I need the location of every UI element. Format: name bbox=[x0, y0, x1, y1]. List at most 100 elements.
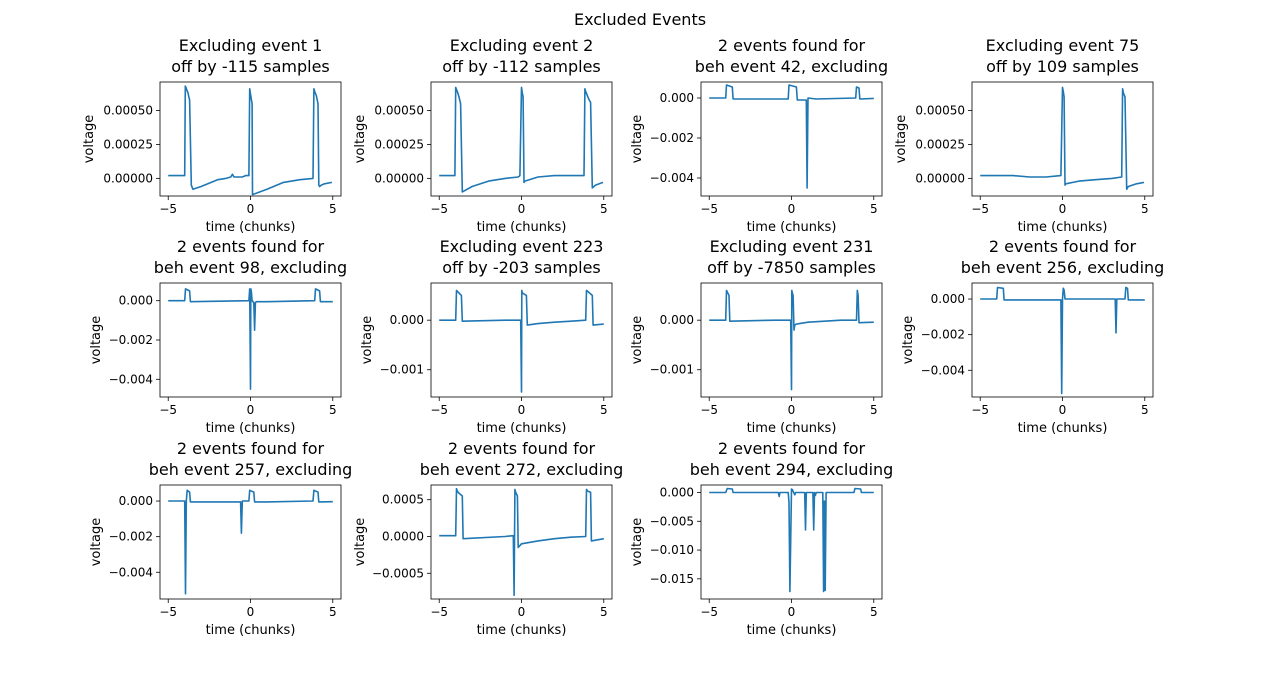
x-tick-label: −5 bbox=[159, 403, 177, 417]
y-tick-label: 0.00000 bbox=[103, 171, 153, 185]
data-line bbox=[439, 487, 604, 597]
y-axis-label: voltage bbox=[630, 316, 645, 365]
x-tick-label: 5 bbox=[600, 403, 608, 417]
y-tick-label: 0.000 bbox=[660, 91, 694, 105]
subplot-title-line: Excluding event 231 bbox=[710, 237, 874, 256]
subplot-title-line: 2 events found for bbox=[718, 36, 866, 55]
x-tick-label: −5 bbox=[700, 605, 718, 619]
subplot-title-line: beh event 257, excluding bbox=[149, 460, 353, 479]
x-tick-label: 0 bbox=[518, 605, 526, 619]
x-tick-label: 5 bbox=[1141, 202, 1149, 216]
y-axis-label: voltage bbox=[89, 518, 104, 567]
subplot-title-line: 2 events found for bbox=[718, 439, 866, 458]
x-tick-label: 5 bbox=[600, 202, 608, 216]
y-tick-label: −0.0005 bbox=[372, 566, 424, 580]
y-tick-label: 0.00050 bbox=[915, 104, 965, 118]
subplot-9: −5 0 5 −0.004 −0.002 0.000 time (chunks) voltag… bbox=[89, 439, 352, 638]
subplot-title-line: off by 109 samples bbox=[986, 57, 1139, 76]
y-tick-label: −0.001 bbox=[380, 363, 424, 377]
data-line bbox=[980, 286, 1145, 395]
data-line bbox=[439, 289, 604, 393]
y-axis-label: voltage bbox=[353, 115, 368, 164]
data-line bbox=[709, 289, 874, 391]
subplot-2: −5 0 5 0.00000 0.00025 0.00050 time (chunks) vo… bbox=[353, 36, 613, 235]
data-line bbox=[168, 489, 333, 595]
subplot-title-line: beh event 272, excluding bbox=[420, 460, 624, 479]
subplot-11: −5 0 5 −0.015 −0.010 −0.005 0.000 time (chunks)… bbox=[630, 439, 893, 638]
x-tick-label: 0 bbox=[518, 202, 526, 216]
x-tick-label: 0 bbox=[788, 605, 796, 619]
y-axis-label: voltage bbox=[360, 316, 375, 365]
x-axis-label: time (chunks) bbox=[1018, 220, 1108, 235]
x-tick-label: 5 bbox=[870, 403, 878, 417]
x-tick-label: 0 bbox=[247, 202, 255, 216]
subplot-title-line: Excluding event 2 bbox=[450, 36, 594, 55]
x-axis-label: time (chunks) bbox=[206, 220, 296, 235]
y-axis-label: voltage bbox=[901, 316, 916, 365]
subplot-title-line: beh event 98, excluding bbox=[154, 258, 347, 277]
x-tick-label: 5 bbox=[329, 403, 337, 417]
x-tick-label: 5 bbox=[1141, 403, 1149, 417]
y-tick-label: 0.000 bbox=[660, 485, 694, 499]
y-tick-label: −0.002 bbox=[109, 333, 153, 347]
x-tick-label: 0 bbox=[1059, 202, 1067, 216]
y-tick-label: 0.000 bbox=[390, 313, 424, 327]
x-tick-label: 5 bbox=[600, 605, 608, 619]
subplot-title-line: Excluding event 1 bbox=[179, 36, 323, 55]
x-tick-label: 0 bbox=[788, 202, 796, 216]
y-tick-label: 0.00025 bbox=[915, 137, 965, 151]
y-tick-label: 0.00000 bbox=[374, 171, 424, 185]
y-tick-label: −0.010 bbox=[650, 543, 694, 557]
x-axis-label: time (chunks) bbox=[477, 220, 567, 235]
subplot-title-line: beh event 256, excluding bbox=[961, 258, 1165, 277]
x-tick-label: −5 bbox=[430, 605, 448, 619]
y-tick-label: 0.00050 bbox=[103, 104, 153, 118]
y-tick-label: 0.0005 bbox=[382, 493, 424, 507]
y-tick-label: −0.002 bbox=[921, 328, 965, 342]
y-tick-label: 0.00000 bbox=[915, 171, 965, 185]
subplot-title-line: off by -203 samples bbox=[442, 258, 601, 277]
data-line bbox=[168, 288, 333, 390]
data-line bbox=[709, 487, 874, 593]
y-tick-label: 0.000 bbox=[660, 313, 694, 327]
y-axis-label: voltage bbox=[630, 518, 645, 567]
x-tick-label: 5 bbox=[329, 605, 337, 619]
data-line bbox=[439, 86, 604, 193]
figure-title: Excluded Events bbox=[573, 10, 707, 29]
x-tick-label: −5 bbox=[430, 202, 448, 216]
y-tick-label: 0.0000 bbox=[382, 529, 424, 543]
x-axis-label: time (chunks) bbox=[747, 220, 837, 235]
subplot-title-line: beh event 42, excluding bbox=[695, 57, 888, 76]
y-tick-label: −0.015 bbox=[650, 572, 694, 586]
subplot-4: −5 0 5 0.00000 0.00025 0.00050 time (chunks) vo… bbox=[894, 36, 1154, 235]
x-tick-label: 0 bbox=[518, 403, 526, 417]
axes-frame bbox=[700, 81, 883, 197]
y-tick-label: −0.001 bbox=[650, 363, 694, 377]
data-line bbox=[168, 85, 333, 196]
y-tick-label: −0.004 bbox=[109, 372, 153, 386]
subplot-6: −5 0 5 −0.001 0.000 time (chunks) voltage Exclu… bbox=[360, 237, 613, 436]
y-tick-label: −0.004 bbox=[650, 171, 694, 185]
x-tick-label: −5 bbox=[971, 202, 989, 216]
x-axis-label: time (chunks) bbox=[477, 421, 567, 436]
y-tick-label: −0.002 bbox=[650, 131, 694, 145]
subplot-7: −5 0 5 −0.001 0.000 time (chunks) voltage Exclu… bbox=[630, 237, 883, 436]
x-tick-label: −5 bbox=[159, 605, 177, 619]
x-tick-label: 0 bbox=[1059, 403, 1067, 417]
y-axis-label: voltage bbox=[894, 115, 909, 164]
subplot-10: −5 0 5 −0.0005 0.0000 0.0005 time (chunks) volt… bbox=[353, 439, 623, 638]
subplot-title-line: off by -7850 samples bbox=[707, 258, 876, 277]
subplot-title-line: 2 events found for bbox=[177, 237, 325, 256]
y-tick-label: −0.002 bbox=[109, 530, 153, 544]
y-axis-label: voltage bbox=[353, 518, 368, 567]
y-tick-label: 0.000 bbox=[931, 292, 965, 306]
y-tick-label: 0.00050 bbox=[374, 104, 424, 118]
y-tick-label: −0.004 bbox=[109, 565, 153, 579]
subplot-title-line: off by -115 samples bbox=[171, 57, 330, 76]
x-axis-label: time (chunks) bbox=[206, 421, 296, 436]
x-tick-label: −5 bbox=[700, 202, 718, 216]
subplot-title-line: Excluding event 223 bbox=[440, 237, 604, 256]
subplot-8: −5 0 5 −0.004 −0.002 0.000 time (chunks) voltag… bbox=[901, 237, 1164, 436]
